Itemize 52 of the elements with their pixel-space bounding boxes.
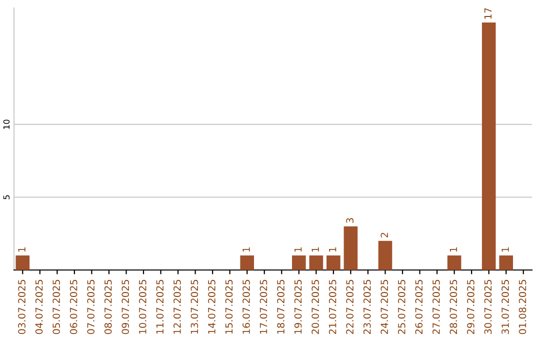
data-label: 1: [18, 247, 26, 252]
x-tick-label: 25.07.2025: [398, 280, 406, 334]
x-tick-label: 24.07.2025: [380, 280, 388, 334]
y-tick-label: 10: [3, 120, 10, 129]
x-tick-label: 17.07.2025: [260, 280, 268, 334]
bar: [240, 255, 254, 270]
x-tick-label: 28.07.2025: [450, 280, 458, 334]
x-tick-label: 09.07.2025: [122, 280, 130, 334]
data-label: 2: [380, 232, 388, 238]
x-tick-label: 14.07.2025: [208, 280, 216, 334]
x-tick-label: 13.07.2025: [190, 280, 198, 334]
x-tick-label: 21.07.2025: [328, 280, 336, 334]
bar: [344, 226, 358, 270]
bar: [292, 255, 306, 270]
bar: [499, 255, 514, 270]
x-tick-label: 01.08.2025: [518, 280, 526, 334]
data-label: 1: [312, 247, 319, 252]
x-tick-label: 10.07.2025: [138, 280, 146, 334]
x-tick-label: 08.07.2025: [104, 280, 112, 334]
x-tick-label: 23.07.2025: [363, 280, 371, 334]
data-label: 17: [484, 8, 492, 19]
x-tick-label: 12.07.2025: [174, 280, 181, 334]
x-tick-label: 27.07.2025: [432, 280, 440, 334]
bar: [447, 255, 462, 270]
data-label: 1: [329, 247, 336, 252]
x-tick-label: 05.07.2025: [52, 280, 60, 334]
x-tick-label: 07.07.2025: [87, 280, 95, 334]
x-tick-label: 18.07.2025: [277, 280, 284, 334]
bar: [16, 255, 30, 270]
x-tick-label: 29.07.2025: [467, 280, 474, 334]
x-tick-label: 03.07.2025: [18, 280, 26, 334]
bar: [309, 255, 324, 270]
x-tick-label: 26.07.2025: [415, 280, 423, 334]
bar: [326, 255, 340, 270]
x-tick-label: 06.07.2025: [70, 280, 78, 334]
data-label: 1: [242, 247, 250, 252]
x-tick-label: 31.07.2025: [502, 280, 509, 334]
x-tick-label: 15.07.2025: [225, 280, 233, 334]
bar: [482, 22, 496, 270]
bar: [378, 240, 392, 270]
data-label: 1: [450, 247, 457, 252]
data-label: 1: [502, 247, 509, 252]
y-tick-label: 5: [3, 195, 10, 200]
x-tick-label: 20.07.2025: [312, 280, 319, 334]
x-tick-label: 11.07.2025: [156, 280, 164, 334]
x-tick-label: 19.07.2025: [294, 280, 302, 334]
x-tick-label: 22.07.2025: [346, 280, 354, 334]
data-label: 1: [294, 247, 302, 252]
x-tick-label: 16.07.2025: [242, 280, 250, 334]
x-tick-label: 30.07.2025: [484, 280, 492, 334]
data-label: 3: [346, 218, 354, 223]
x-tick-label: 04.07.2025: [35, 280, 43, 334]
